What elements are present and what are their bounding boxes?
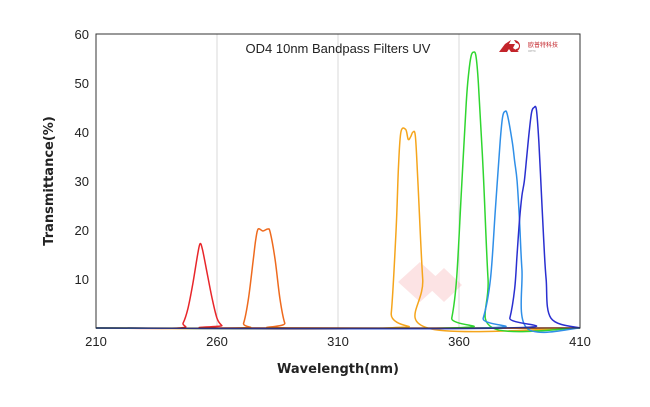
series-line-2: [95, 227, 581, 330]
x-tick-label: 410: [569, 334, 591, 349]
y-axis-title: Transmittance(%): [42, 116, 57, 246]
plot-frame: [95, 33, 581, 329]
grid-lines: [216, 34, 460, 328]
y-tick-label: 60: [75, 27, 89, 42]
brand-logo-icon-right: [514, 40, 520, 52]
brand-logo-subtext: OPTC: [528, 49, 536, 53]
brand-logo-icon: [499, 40, 519, 52]
series-line-3: [95, 127, 581, 333]
x-tick-label: 210: [85, 334, 107, 349]
x-tick-labels: 210 260 310 360 410: [85, 334, 591, 349]
y-tick-label: 40: [75, 125, 89, 140]
x-tick-label: 310: [327, 334, 349, 349]
x-tick-label: 260: [206, 334, 228, 349]
brand-logo-text: 欧普特科技: [528, 41, 558, 49]
y-tick-label: 50: [75, 76, 89, 91]
y-tick-labels: 10 20 30 40 50 60: [75, 27, 89, 287]
chart-title: OD4 10nm Bandpass Filters UV: [246, 41, 431, 56]
y-tick-label: 10: [75, 272, 89, 287]
brand-logo: 欧普特科技 OPTC: [499, 40, 558, 53]
series-line-4: [95, 51, 581, 333]
y-tick-label: 30: [75, 174, 89, 189]
watermark: [398, 262, 462, 302]
y-tick-label: 20: [75, 223, 89, 238]
x-axis-title: Wavelength(nm): [277, 362, 399, 377]
series-line-6: [95, 105, 581, 330]
x-tick-label: 360: [448, 334, 470, 349]
